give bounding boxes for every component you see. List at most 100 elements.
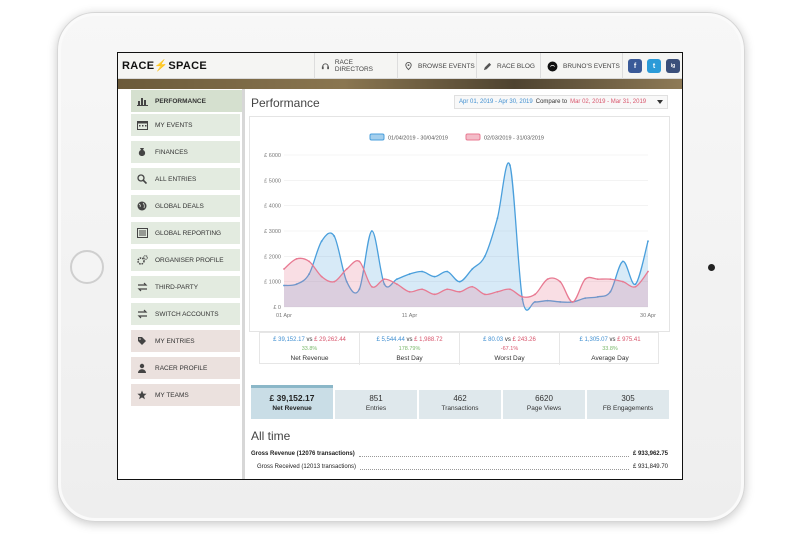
data-point: [496, 290, 499, 293]
bar-chart-icon: [136, 95, 148, 107]
data-point: [408, 273, 411, 275]
sidebar-item-organiser-profile[interactable]: ORGANISER PROFILE: [130, 248, 241, 272]
data-point: [647, 240, 649, 243]
race-space-logo[interactable]: RACE⚡SPACE: [122, 60, 207, 72]
kpi-previous: £ 243.26: [512, 337, 536, 343]
data-point: [483, 255, 486, 258]
kpi-net-revenue: £ 39,152.17 vs £ 29,262.44 33.8% Net Rev…: [260, 333, 360, 365]
stat-entries[interactable]: 851 Entries: [335, 390, 417, 419]
y-tick-label: £ 3000: [264, 229, 281, 235]
sidebar-item-racer-profile[interactable]: RACER PROFILE: [130, 356, 241, 380]
kpi-previous: £ 29,262.44: [314, 337, 346, 343]
data-point: [333, 235, 336, 237]
data-point: [634, 283, 637, 286]
data-point: [421, 288, 423, 291]
data-point: [559, 280, 562, 283]
screen: RACE⚡SPACE RACE DIRECTORS BROWSE EVENTS …: [117, 52, 683, 480]
stat-fb-engagements[interactable]: 305 FB Engagements: [587, 390, 669, 419]
sidebar-item-performance[interactable]: PERFORMANCE: [130, 89, 246, 113]
stat-transactions[interactable]: 462 Transactions: [419, 390, 501, 419]
kpi-average-day: £ 1,305.07 vs £ 975.41 33.8% Average Day: [560, 333, 660, 365]
nav-browse-events[interactable]: BROWSE EVENTS: [397, 53, 475, 79]
all-time-title: All time: [251, 429, 291, 443]
revenue-chart: £ 0 £ 1000 £ 2000 £ 3000 £ 4000 £ 5000 £ 6000 0…: [249, 116, 670, 332]
data-point: [621, 260, 624, 263]
tag-icon: [136, 335, 148, 347]
data-point: [471, 268, 474, 270]
sidebar-item-label: FINANCES: [155, 148, 188, 156]
stat-label: Transactions: [441, 405, 479, 412]
kpi-label: Worst Day: [494, 355, 525, 362]
sidebar-item-finances[interactable]: FINANCES: [130, 140, 241, 164]
report-icon: [136, 227, 148, 239]
nav-race-blog[interactable]: RACE BLOG: [476, 53, 538, 79]
data-point: [421, 270, 423, 273]
kpi-percent: 178.79%: [398, 346, 421, 352]
nav-race-directors[interactable]: RACE DIRECTORS: [314, 53, 392, 79]
legend-swatch: [465, 133, 481, 141]
row-label: Gross Received (12013 transactions): [257, 464, 357, 470]
data-point: [509, 164, 511, 167]
home-button[interactable]: [70, 250, 104, 284]
legend-swatch: [369, 133, 385, 141]
row-gross-revenue: Gross Revenue (12076 transactions) £ 933…: [251, 449, 668, 459]
main-content: Performance Apr 01, 2019 - Apr 30, 2019 …: [249, 89, 682, 479]
y-tick-label: £ 4000: [264, 204, 281, 210]
date-range-selector[interactable]: Apr 01, 2019 - Apr 30, 2019 Compare to M…: [454, 95, 668, 109]
stat-page-views[interactable]: 6620 Page Views: [503, 390, 585, 419]
twitter-icon[interactable]: t: [647, 59, 661, 73]
sidebar-item-label: SWITCH ACCOUNTS: [155, 310, 219, 318]
instagram-icon[interactable]: ig: [666, 59, 680, 73]
stat-value: 462: [453, 394, 467, 403]
kpi-vs: vs: [504, 337, 511, 343]
sidebar-item-third-party[interactable]: THIRD-PARTY: [130, 275, 241, 299]
sidebar-item-my-entries[interactable]: MY ENTRIES: [130, 329, 241, 353]
stat-value: 6620: [535, 394, 553, 403]
data-point: [383, 278, 386, 281]
sidebar-scroll-rail: [242, 89, 245, 479]
money-bag-icon: [136, 146, 148, 158]
kpi-label: Average Day: [591, 355, 629, 362]
stat-value: 851: [369, 394, 383, 403]
y-tick-label: £ 6000: [264, 153, 281, 159]
data-point: [283, 284, 285, 287]
stat-net-revenue[interactable]: £ 39,152.17 Net Revenue: [251, 385, 333, 419]
stat-label: Net Revenue: [272, 405, 312, 412]
data-point: [596, 278, 599, 281]
pencil-icon: [483, 62, 492, 70]
sidebar-item-global-deals[interactable]: GLOBAL DEALS: [130, 194, 241, 218]
stat-label: Entries: [365, 405, 387, 412]
data-point: [333, 280, 336, 283]
nav-brunos-events[interactable]: BRUNO'S EVENTS: [540, 53, 622, 79]
data-point: [396, 283, 398, 286]
facebook-icon[interactable]: f: [628, 59, 642, 73]
data-point: [521, 298, 524, 301]
sidebar-item-label: ORGANISER PROFILE: [155, 256, 224, 264]
kpi-percent: -67.1%: [500, 346, 519, 352]
kpi-percent: 33.8%: [602, 346, 618, 352]
sidebar-item-my-events[interactable]: MY EVENTS: [130, 113, 241, 137]
kpi-vs: vs: [306, 337, 313, 343]
data-point: [408, 290, 411, 293]
data-point: [584, 297, 587, 300]
sidebar-item-my-teams[interactable]: MY TEAMS: [130, 383, 241, 407]
data-point: [496, 217, 499, 220]
data-point: [396, 278, 398, 281]
x-tick-label: 01 Apr: [276, 313, 292, 319]
x-tick-label: 11 Apr: [402, 313, 418, 319]
person-icon: [136, 362, 148, 374]
data-point: [358, 260, 361, 263]
sidebar-item-label: MY ENTRIES: [155, 337, 195, 345]
sidebar-item-label: PERFORMANCE: [155, 97, 206, 105]
kpi-current: £ 1,305.07: [579, 337, 608, 343]
chart-svg: £ 0 £ 1000 £ 2000 £ 3000 £ 4000 £ 5000 £ 6000 0…: [264, 133, 656, 319]
kpi-best-day: £ 5,544.44 vs £ 1,988.72 178.79% Best Da…: [360, 333, 460, 365]
date-previous: Mar 02, 2019 - Mar 31, 2019: [570, 99, 647, 105]
sidebar-item-all-entries[interactable]: ALL ENTRIES: [130, 167, 241, 191]
sidebar-item-switch-accounts[interactable]: SWITCH ACCOUNTS: [130, 302, 241, 326]
bolt-icon: ⚡: [154, 60, 169, 72]
kpi-comparison: £ 39,152.17 vs £ 29,262.44 33.8% Net Rev…: [259, 332, 660, 365]
data-point: [295, 283, 298, 286]
kpi-current: £ 39,152.17: [273, 337, 305, 343]
sidebar-item-global-reporting[interactable]: GLOBAL REPORTING: [130, 221, 241, 245]
